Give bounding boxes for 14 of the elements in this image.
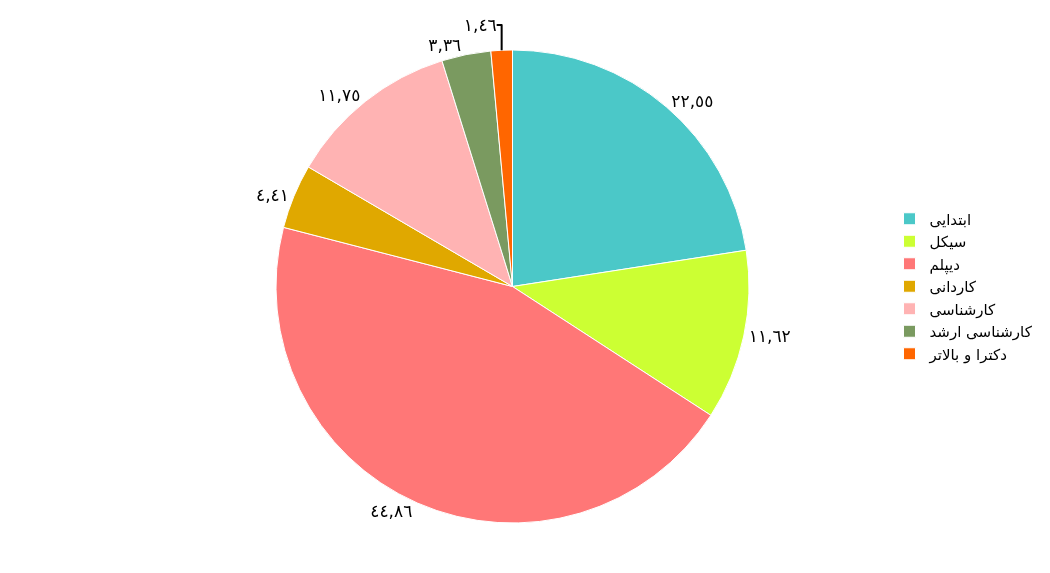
legend-label: سیکل bbox=[929, 233, 967, 252]
data-label: ١١,٧٥ bbox=[318, 85, 361, 106]
data-label: ٣,٣٦ bbox=[428, 34, 462, 55]
legend-label: کارشناسی bbox=[929, 300, 997, 319]
legend-label: دکترا و بالاتر bbox=[928, 345, 1007, 364]
data-label: ١١,٦٢ bbox=[748, 326, 791, 347]
legend-label: ابتدایی bbox=[929, 210, 972, 229]
legend-label: کارشناسی ارشد bbox=[929, 323, 1033, 342]
data-label: ٤٤,٨٦ bbox=[370, 501, 413, 522]
legend-label: دیپلم bbox=[929, 255, 960, 275]
data-label: ٤,٤١ bbox=[256, 184, 289, 205]
data-label: ٢٢,٥٥ bbox=[671, 91, 714, 112]
data-label: ١,٤٦ bbox=[463, 14, 497, 35]
legend-label: کاردانی bbox=[929, 278, 977, 297]
